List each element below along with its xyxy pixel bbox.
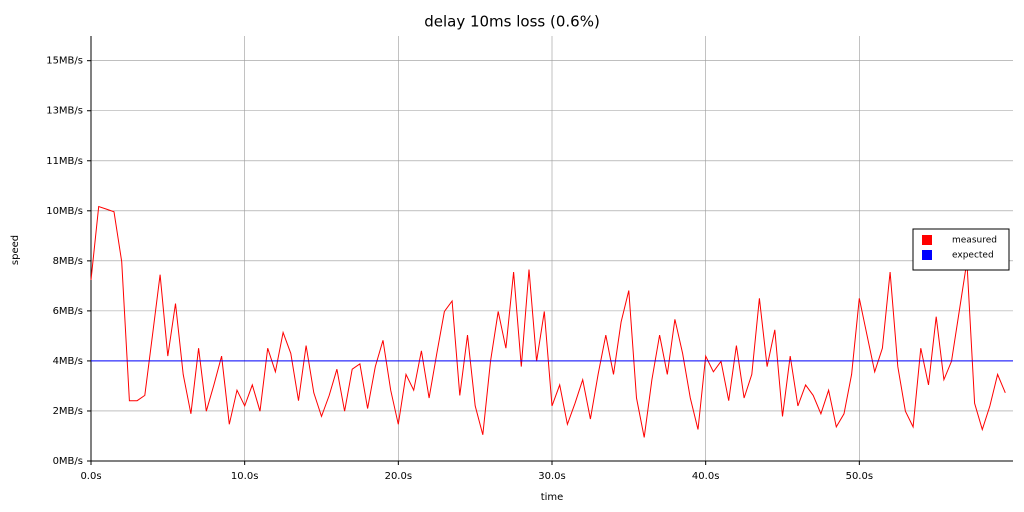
chart-title: delay 10ms loss (0.6%) <box>424 13 600 31</box>
x-tick-label: 40.0s <box>692 471 719 482</box>
legend-label: expected <box>952 251 994 261</box>
y-tick-label: 2MB/s <box>53 406 83 417</box>
y-tick-label: 4MB/s <box>53 356 83 367</box>
series-line <box>90 205 1006 438</box>
y-tick-label: 8MB/s <box>53 256 83 267</box>
y-tick-label: 15MB/s <box>46 56 83 67</box>
legend-swatch <box>922 250 932 260</box>
legend-label: measured <box>952 236 997 246</box>
x-tick-label: 30.0s <box>538 471 565 482</box>
y-axis-label: speed <box>10 235 21 265</box>
x-tick-label: 10.0s <box>231 471 258 482</box>
legend-swatch <box>922 235 932 245</box>
x-tick-label: 50.0s <box>846 471 873 482</box>
x-tick-label: 20.0s <box>385 471 412 482</box>
x-tick-label: 0.0s <box>80 471 101 482</box>
x-axis-label: time <box>541 492 564 503</box>
y-tick-label: 11MB/s <box>46 156 83 167</box>
y-tick-label: 0MB/s <box>53 456 83 467</box>
y-tick-label: 10MB/s <box>46 206 83 217</box>
y-tick-label: 6MB/s <box>53 306 83 317</box>
y-tick-label: 13MB/s <box>46 106 83 117</box>
